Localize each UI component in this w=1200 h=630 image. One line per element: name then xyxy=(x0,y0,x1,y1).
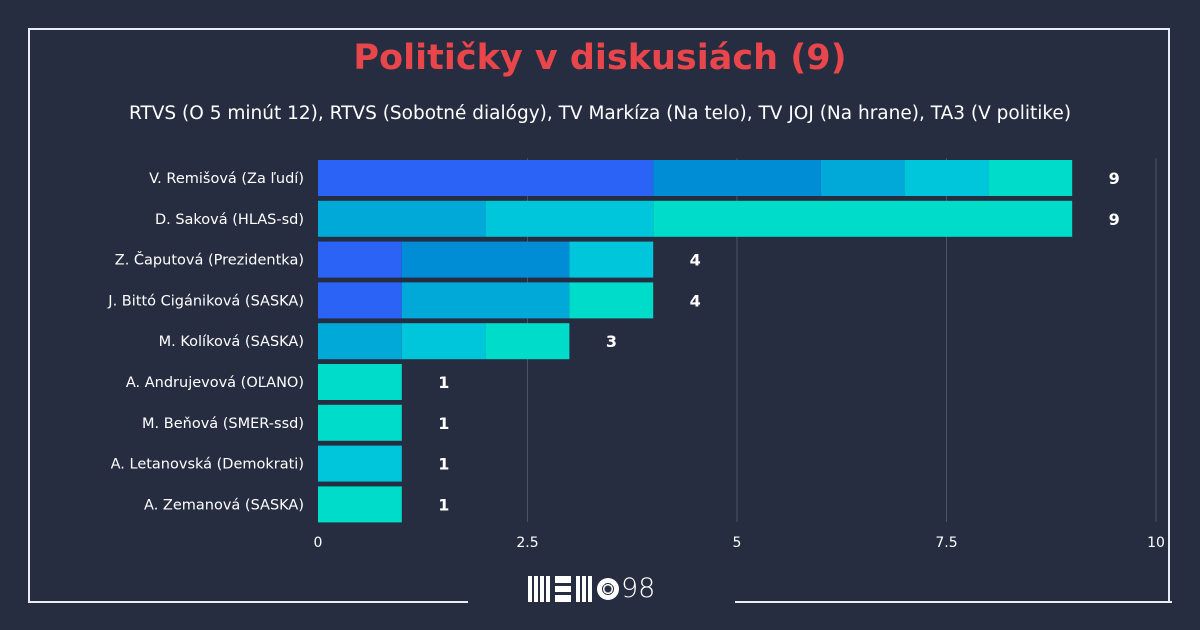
total-label: 1 xyxy=(438,495,449,514)
bar-segment xyxy=(318,241,402,278)
x-tick-label: 7.5 xyxy=(935,535,957,551)
chart-subtitle: RTVS (O 5 minút 12), RTVS (Sobotné dialó… xyxy=(128,103,1072,124)
bar-segment xyxy=(485,200,654,237)
category-label: V. Remišová (Za ľudí) xyxy=(149,171,304,187)
category-label: D. Saková (HLAS-sd) xyxy=(155,212,304,228)
bar-segment xyxy=(318,486,402,523)
bar-segment xyxy=(820,160,905,196)
bar-segment xyxy=(653,160,821,196)
total-label: 9 xyxy=(1109,210,1120,229)
total-label: 3 xyxy=(606,332,617,351)
x-tick-label: 5 xyxy=(733,535,742,551)
bar-segment xyxy=(318,445,402,482)
total-label: 1 xyxy=(438,414,449,433)
total-label: 4 xyxy=(690,291,701,310)
bar-segment xyxy=(401,282,570,319)
bar-segment xyxy=(318,160,654,196)
category-label: A. Andrujevová (OĽANO) xyxy=(126,375,304,391)
bar-segment xyxy=(401,241,570,278)
bar-segment xyxy=(401,323,486,360)
bar-segment xyxy=(318,323,402,360)
bar-segment xyxy=(318,200,486,237)
bar-segment xyxy=(318,364,402,400)
total-label: 4 xyxy=(690,251,701,270)
frame-bottom-right xyxy=(735,601,1172,603)
bar-segment xyxy=(569,282,654,319)
category-label: J. Bittó Cigániková (SASKA) xyxy=(107,293,304,309)
total-label: 9 xyxy=(1109,169,1120,188)
category-label: Z. Čaputová (Prezidentka) xyxy=(115,251,304,269)
bar-segment xyxy=(653,200,1073,237)
category-label: A. Letanovská (Demokrati) xyxy=(111,457,304,473)
category-label: M. Kolíková (SASKA) xyxy=(159,334,304,350)
x-tick-label: 0 xyxy=(314,535,323,551)
category-label: A. Zemanová (SASKA) xyxy=(144,497,304,513)
total-label: 1 xyxy=(438,455,449,474)
total-label: 1 xyxy=(438,373,449,392)
bar-segment xyxy=(318,282,402,319)
category-label: M. Beňová (SMER-ssd) xyxy=(142,416,304,432)
x-tick-label: 2.5 xyxy=(516,535,538,551)
bar-segment xyxy=(485,323,570,360)
bar-segment xyxy=(318,404,402,441)
bar-segment xyxy=(904,160,989,196)
bar-segment xyxy=(569,241,654,278)
frame-border xyxy=(28,28,1170,602)
chart-title: Političky v diskusiách (9) xyxy=(353,38,847,78)
frame-bottom-left xyxy=(28,601,468,603)
bar-segment xyxy=(988,160,1073,196)
memo98-logo: 98 xyxy=(528,575,655,602)
x-tick-label: 10 xyxy=(1147,535,1165,551)
